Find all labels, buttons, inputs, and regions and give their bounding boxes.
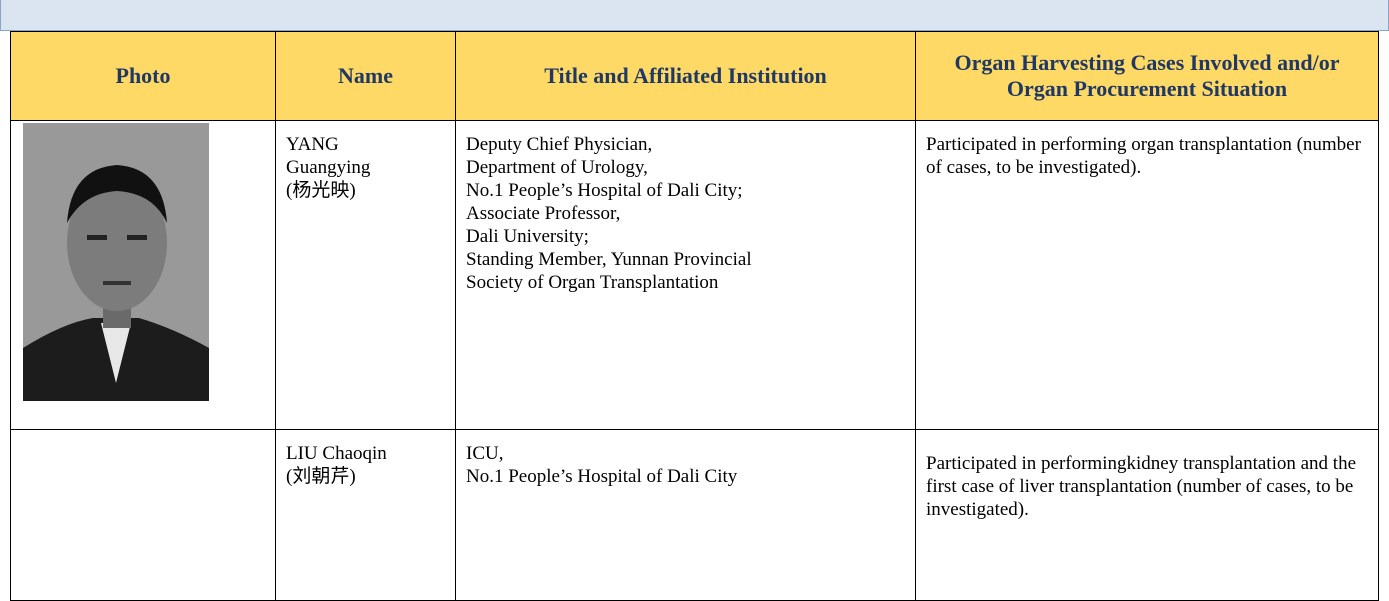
row: YANG Guangying (杨光映) Deputy Chief Physic…	[10, 120, 1379, 430]
text-line: Associate Professor,	[466, 203, 621, 224]
text-line: Department of Urology,	[466, 157, 648, 178]
photo-cell	[10, 429, 276, 601]
text-line: LIU Chaoqin	[286, 443, 387, 464]
row: LIU Chaoqin (刘朝芹) ICU, No.1 People’s Hos…	[10, 429, 1379, 601]
text-line: No.1 People’s Hospital of Dali City;	[466, 180, 743, 201]
text-line: YANG	[286, 134, 339, 155]
text-line: Society of Organ Transplantation	[466, 272, 719, 293]
text-line: Standing Member, Yunnan Provincial	[466, 249, 752, 270]
text-line: Dali University;	[466, 226, 589, 247]
photo-cell	[10, 120, 276, 430]
text-line: (杨光映)	[286, 180, 356, 201]
table: Photo Name Title and Affiliated Institut…	[10, 31, 1379, 601]
title-cell: ICU, No.1 People’s Hospital of Dali City	[455, 429, 916, 601]
text-line: ICU,	[466, 443, 504, 464]
text-line: (刘朝芹)	[286, 466, 356, 487]
name-cell: YANG Guangying (杨光映)	[275, 120, 456, 430]
header-cell: Photo	[10, 31, 276, 121]
text-line: Deputy Chief Physician,	[466, 134, 653, 155]
photo	[23, 123, 209, 401]
header-cell: Organ Harvesting Cases Involved and/or O…	[915, 31, 1379, 121]
text-line: No.1 People’s Hospital of Dali City	[466, 466, 738, 487]
top-band	[0, 0, 1389, 31]
cases-cell: Participated in performingkidney transpl…	[915, 429, 1379, 601]
text-line: Guangying	[286, 157, 371, 178]
title-cell: Deputy Chief Physician, Department of Ur…	[455, 120, 916, 430]
header-cell: Title and Affiliated Institution	[455, 31, 916, 121]
cases-cell: Participated in performing organ transpl…	[915, 120, 1379, 430]
header-cell: Name	[275, 31, 456, 121]
name-cell: LIU Chaoqin (刘朝芹)	[275, 429, 456, 601]
header-row: Photo Name Title and Affiliated Institut…	[10, 31, 1379, 121]
